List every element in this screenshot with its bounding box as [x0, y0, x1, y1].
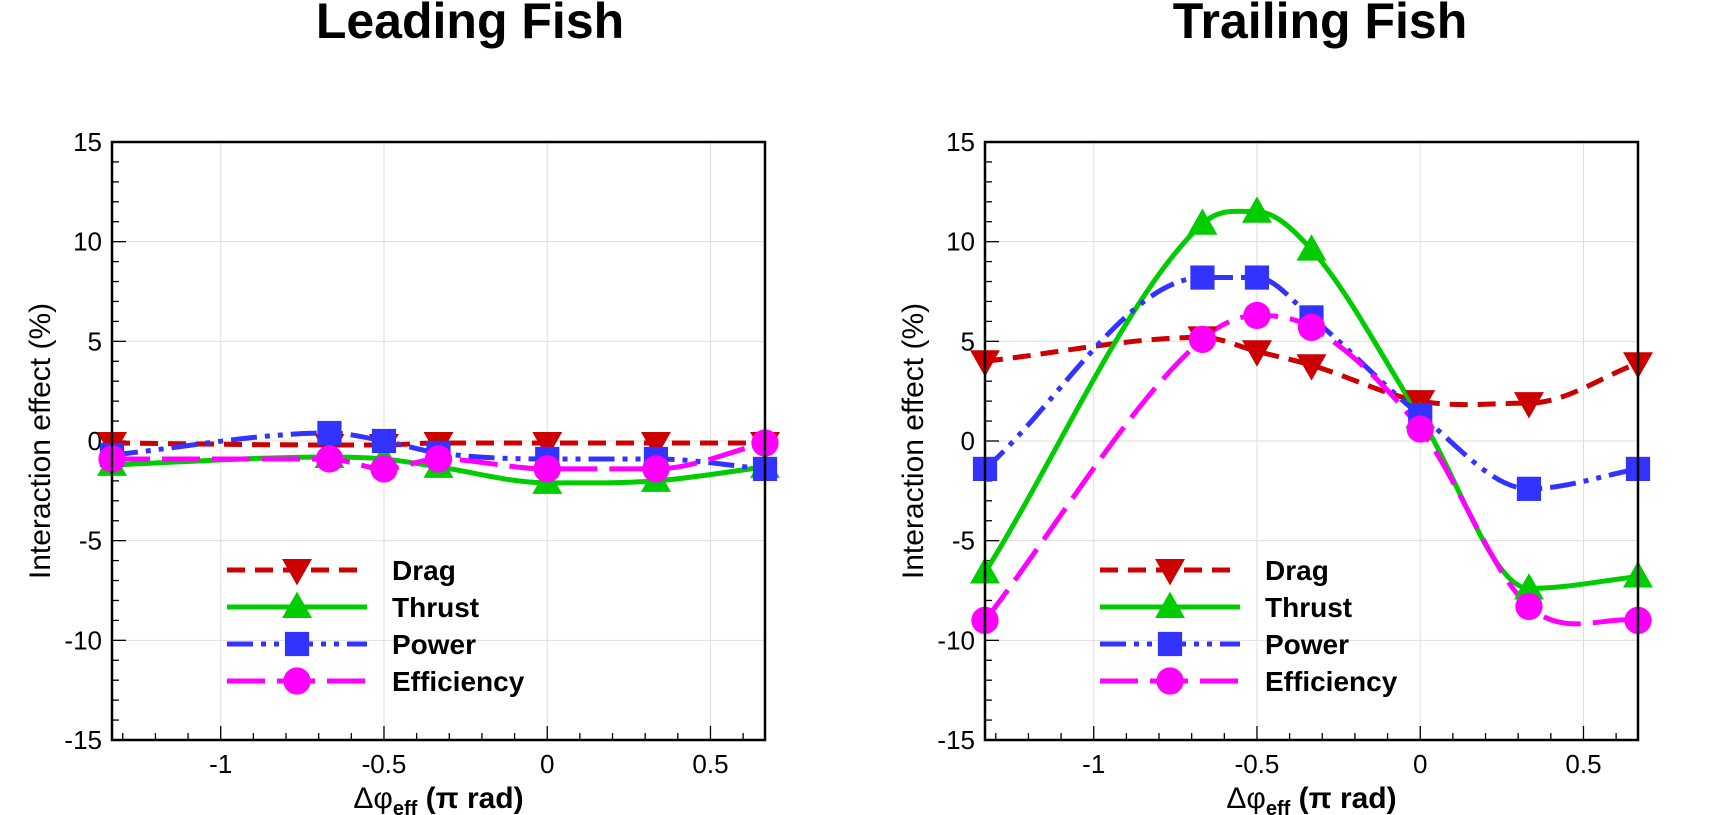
data-point-power [1516, 476, 1542, 501]
x-axis-label: Δφeff (π rad) [1226, 782, 1396, 815]
legend-marker-power [1157, 631, 1183, 657]
chart-panel-1: Leading Fish 15 10 5 0 -5 -10 -15 -1 -0.5 0 0.5 Δφef… [24, 0, 780, 815]
data-point-efficiency [642, 455, 670, 483]
x-tick-label: -0.5 [1235, 749, 1280, 779]
data-point-power [371, 428, 397, 454]
data-point-thrust [1242, 196, 1272, 223]
chart-title: Leading Fish [316, 0, 624, 49]
y-tick-label: -15 [937, 725, 975, 755]
x-tick-label: -1 [1082, 749, 1105, 779]
y-tick-label: -10 [64, 625, 102, 655]
legend-marker-drag [1155, 559, 1185, 586]
y-tick-label: -15 [64, 725, 102, 755]
legend-marker-thrust [1155, 591, 1185, 618]
y-tick-label: -10 [937, 625, 975, 655]
legend-label-thrust: Thrust [1265, 592, 1352, 623]
plot-frame [110, 140, 767, 742]
y-tick-label: 5 [88, 326, 102, 356]
data-point-drag [1296, 354, 1327, 381]
x-tick-label: -0.5 [362, 749, 407, 779]
data-point-efficiency [1406, 415, 1434, 443]
data-point-efficiency [424, 445, 453, 473]
legend-label-power: Power [392, 629, 476, 660]
data-point-efficiency [370, 455, 398, 483]
series-line-drag [985, 334, 1638, 408]
chart-title: Trailing Fish [1173, 0, 1467, 49]
x-tick-label: -1 [209, 749, 232, 779]
data-point-thrust [1187, 208, 1218, 235]
x-tick-label: 0.5 [692, 749, 728, 779]
legend-label-efficiency: Efficiency [392, 666, 525, 697]
data-point-power [1190, 265, 1215, 290]
y-tick-label: 10 [946, 227, 975, 257]
y-tick-label: 15 [73, 127, 102, 157]
y-tick-label: 5 [961, 326, 975, 356]
legend-marker-efficiency [1156, 667, 1184, 695]
data-point-efficiency [533, 455, 561, 483]
x-axis-label: Δφeff (π rad) [353, 782, 523, 815]
data-point-thrust [1513, 573, 1544, 600]
data-point-drag [532, 431, 563, 459]
data-point-drag [1513, 392, 1544, 419]
data-point-thrust [1296, 234, 1327, 261]
data-point-efficiency [315, 445, 344, 473]
legend-label-drag: Drag [392, 555, 456, 586]
x-tick-label: 0 [540, 749, 554, 779]
y-tick-label: 15 [946, 127, 975, 157]
legend-marker-thrust [282, 591, 312, 618]
y-axis-label: Interaction effect (%) [24, 303, 57, 579]
y-tick-label: 10 [73, 227, 102, 257]
legend: Drag Thrust Power Efficiency [227, 555, 525, 697]
plot-frame [983, 140, 1640, 742]
data-point-power [317, 420, 342, 446]
data-point-power [1244, 265, 1270, 290]
legend-label-power: Power [1265, 629, 1349, 660]
legend-marker-drag [282, 559, 312, 586]
legend-label-thrust: Thrust [392, 592, 479, 623]
y-tick-label: -5 [952, 526, 975, 556]
data-point-efficiency [1297, 313, 1326, 342]
legend-marker-efficiency [283, 667, 311, 695]
y-tick-label: -5 [79, 526, 102, 556]
data-point-efficiency [1515, 592, 1543, 621]
legend-label-drag: Drag [1265, 555, 1329, 586]
data-point-efficiency [1188, 325, 1217, 353]
y-tick-label: 0 [961, 426, 975, 456]
legend-marker-power [284, 631, 310, 657]
x-tick-label: 0.5 [1565, 749, 1601, 779]
x-tick-label: 0 [1413, 749, 1427, 779]
y-tick-label: 0 [88, 426, 102, 456]
chart-panel-2: Trailing Fish 15 10 5 0 -5 -10 -15 -1 -0.5 0 0.5 Δφe… [897, 0, 1653, 815]
data-point-drag [1242, 340, 1272, 367]
legend-label-efficiency: Efficiency [1265, 666, 1398, 697]
data-point-efficiency [1243, 301, 1271, 330]
legend: Drag Thrust Power Efficiency [1100, 555, 1398, 697]
data-point-drag [640, 431, 671, 459]
y-axis-label: Interaction effect (%) [897, 303, 930, 579]
